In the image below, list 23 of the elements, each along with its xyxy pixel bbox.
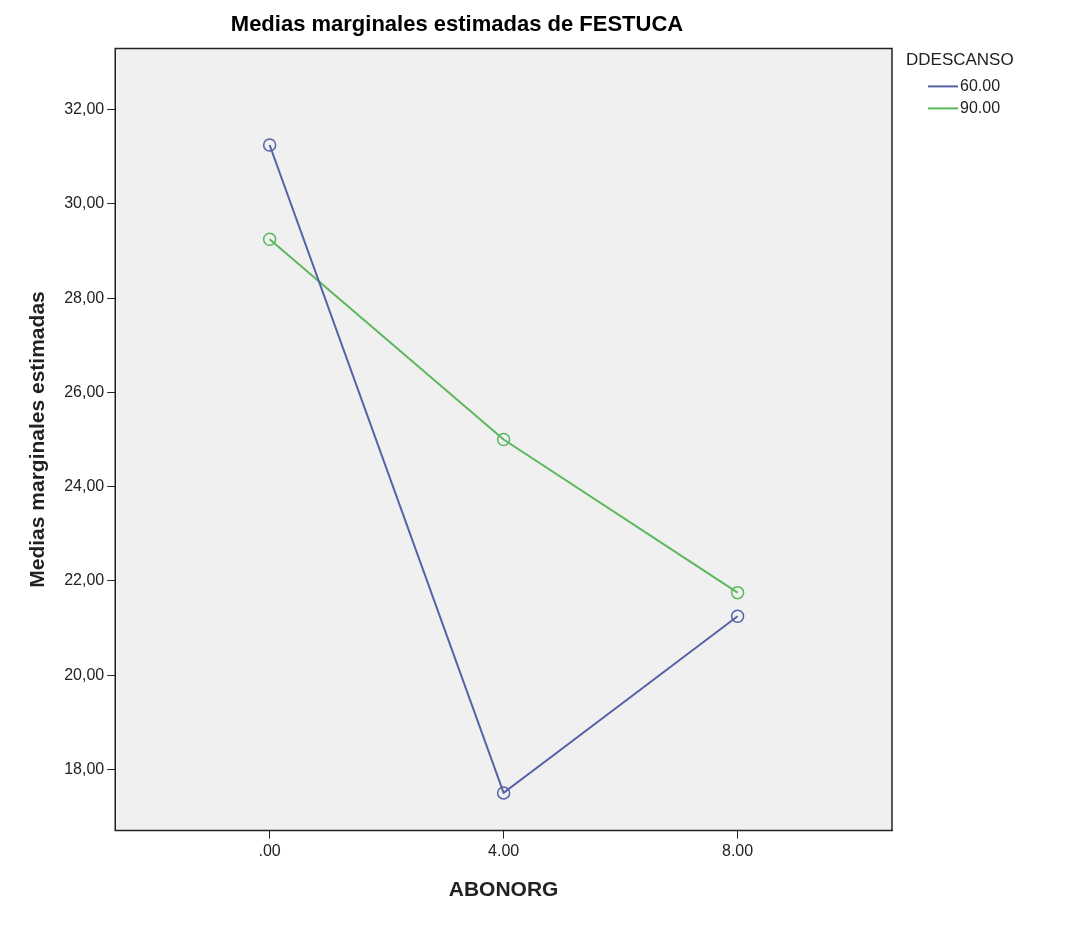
point — [730, 609, 745, 623]
y-tick-label: 28,00 — [64, 288, 105, 306]
y-tick-label: 22,00 — [64, 571, 105, 589]
y-tick-label: 24,00 — [64, 477, 105, 495]
chart-title: Medias marginales estimadas de FESTUCA — [230, 11, 684, 37]
y-tick-label: 20,00 — [64, 665, 105, 683]
x-axis-title: ABONORG — [448, 877, 559, 901]
point — [262, 138, 277, 152]
y-axis-title: Medias marginales estimadas — [25, 291, 49, 588]
y-tick-label: 18,00 — [64, 759, 105, 777]
point — [730, 585, 745, 600]
point — [496, 786, 511, 800]
legend-label: 60.00 — [960, 76, 1001, 94]
legend-title: DDESCANSO — [906, 50, 1014, 70]
y-tick-label: 30,00 — [64, 194, 105, 212]
legend-label: 90.00 — [960, 98, 1001, 116]
y-tick-label: 26,00 — [64, 382, 105, 400]
x-tick-label: 8.00 — [722, 841, 754, 859]
y-tick-label: 32,00 — [64, 100, 105, 118]
point — [496, 432, 511, 447]
point — [262, 232, 277, 246]
x-tick-label: 4.00 — [488, 841, 520, 859]
x-tick-label: .00 — [258, 841, 281, 859]
